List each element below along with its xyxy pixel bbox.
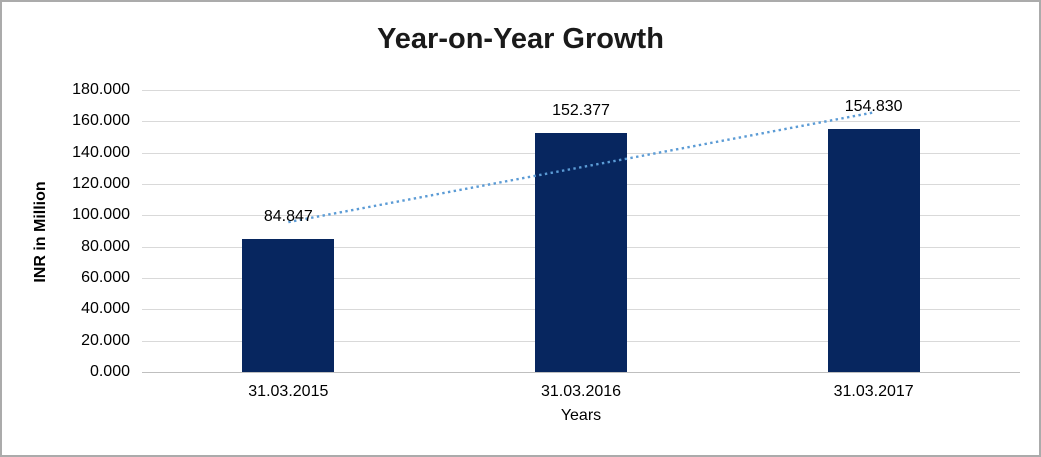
x-axis-line — [142, 372, 1020, 373]
x-axis-title: Years — [560, 407, 602, 424]
y-tick-label: 0.000 — [89, 363, 130, 380]
x-tick-label: 31.03.2015 — [248, 383, 329, 400]
gridline — [142, 90, 1020, 91]
y-tick-label: 20.000 — [81, 331, 130, 349]
bar-31.03.2016[interactable] — [535, 133, 627, 372]
y-tick-label: 180.000 — [72, 81, 130, 98]
y-tick-label: 140.000 — [72, 143, 130, 161]
x-tick-label: 31.03.2017 — [833, 383, 914, 400]
y-tick-label: 160.000 — [72, 112, 130, 130]
data-label: 84.847 — [263, 208, 313, 226]
bar-31.03.2017[interactable] — [827, 129, 920, 372]
data-label: 152.377 — [552, 102, 610, 120]
y-tick-label: 80.000 — [81, 237, 130, 255]
gridline — [142, 121, 1020, 123]
chart-title: Year-on-Year Growth — [377, 23, 664, 55]
y-tick-label: 120.000 — [72, 175, 130, 192]
y-tick-label: 100.000 — [72, 206, 130, 224]
data-label: 154.830 — [844, 98, 903, 116]
bar-31.03.2015[interactable] — [242, 239, 335, 372]
y-tick-label: 60.000 — [81, 269, 130, 286]
y-tick-label: 40.000 — [81, 300, 130, 318]
x-tick-label: 31.03.2016 — [540, 383, 622, 400]
